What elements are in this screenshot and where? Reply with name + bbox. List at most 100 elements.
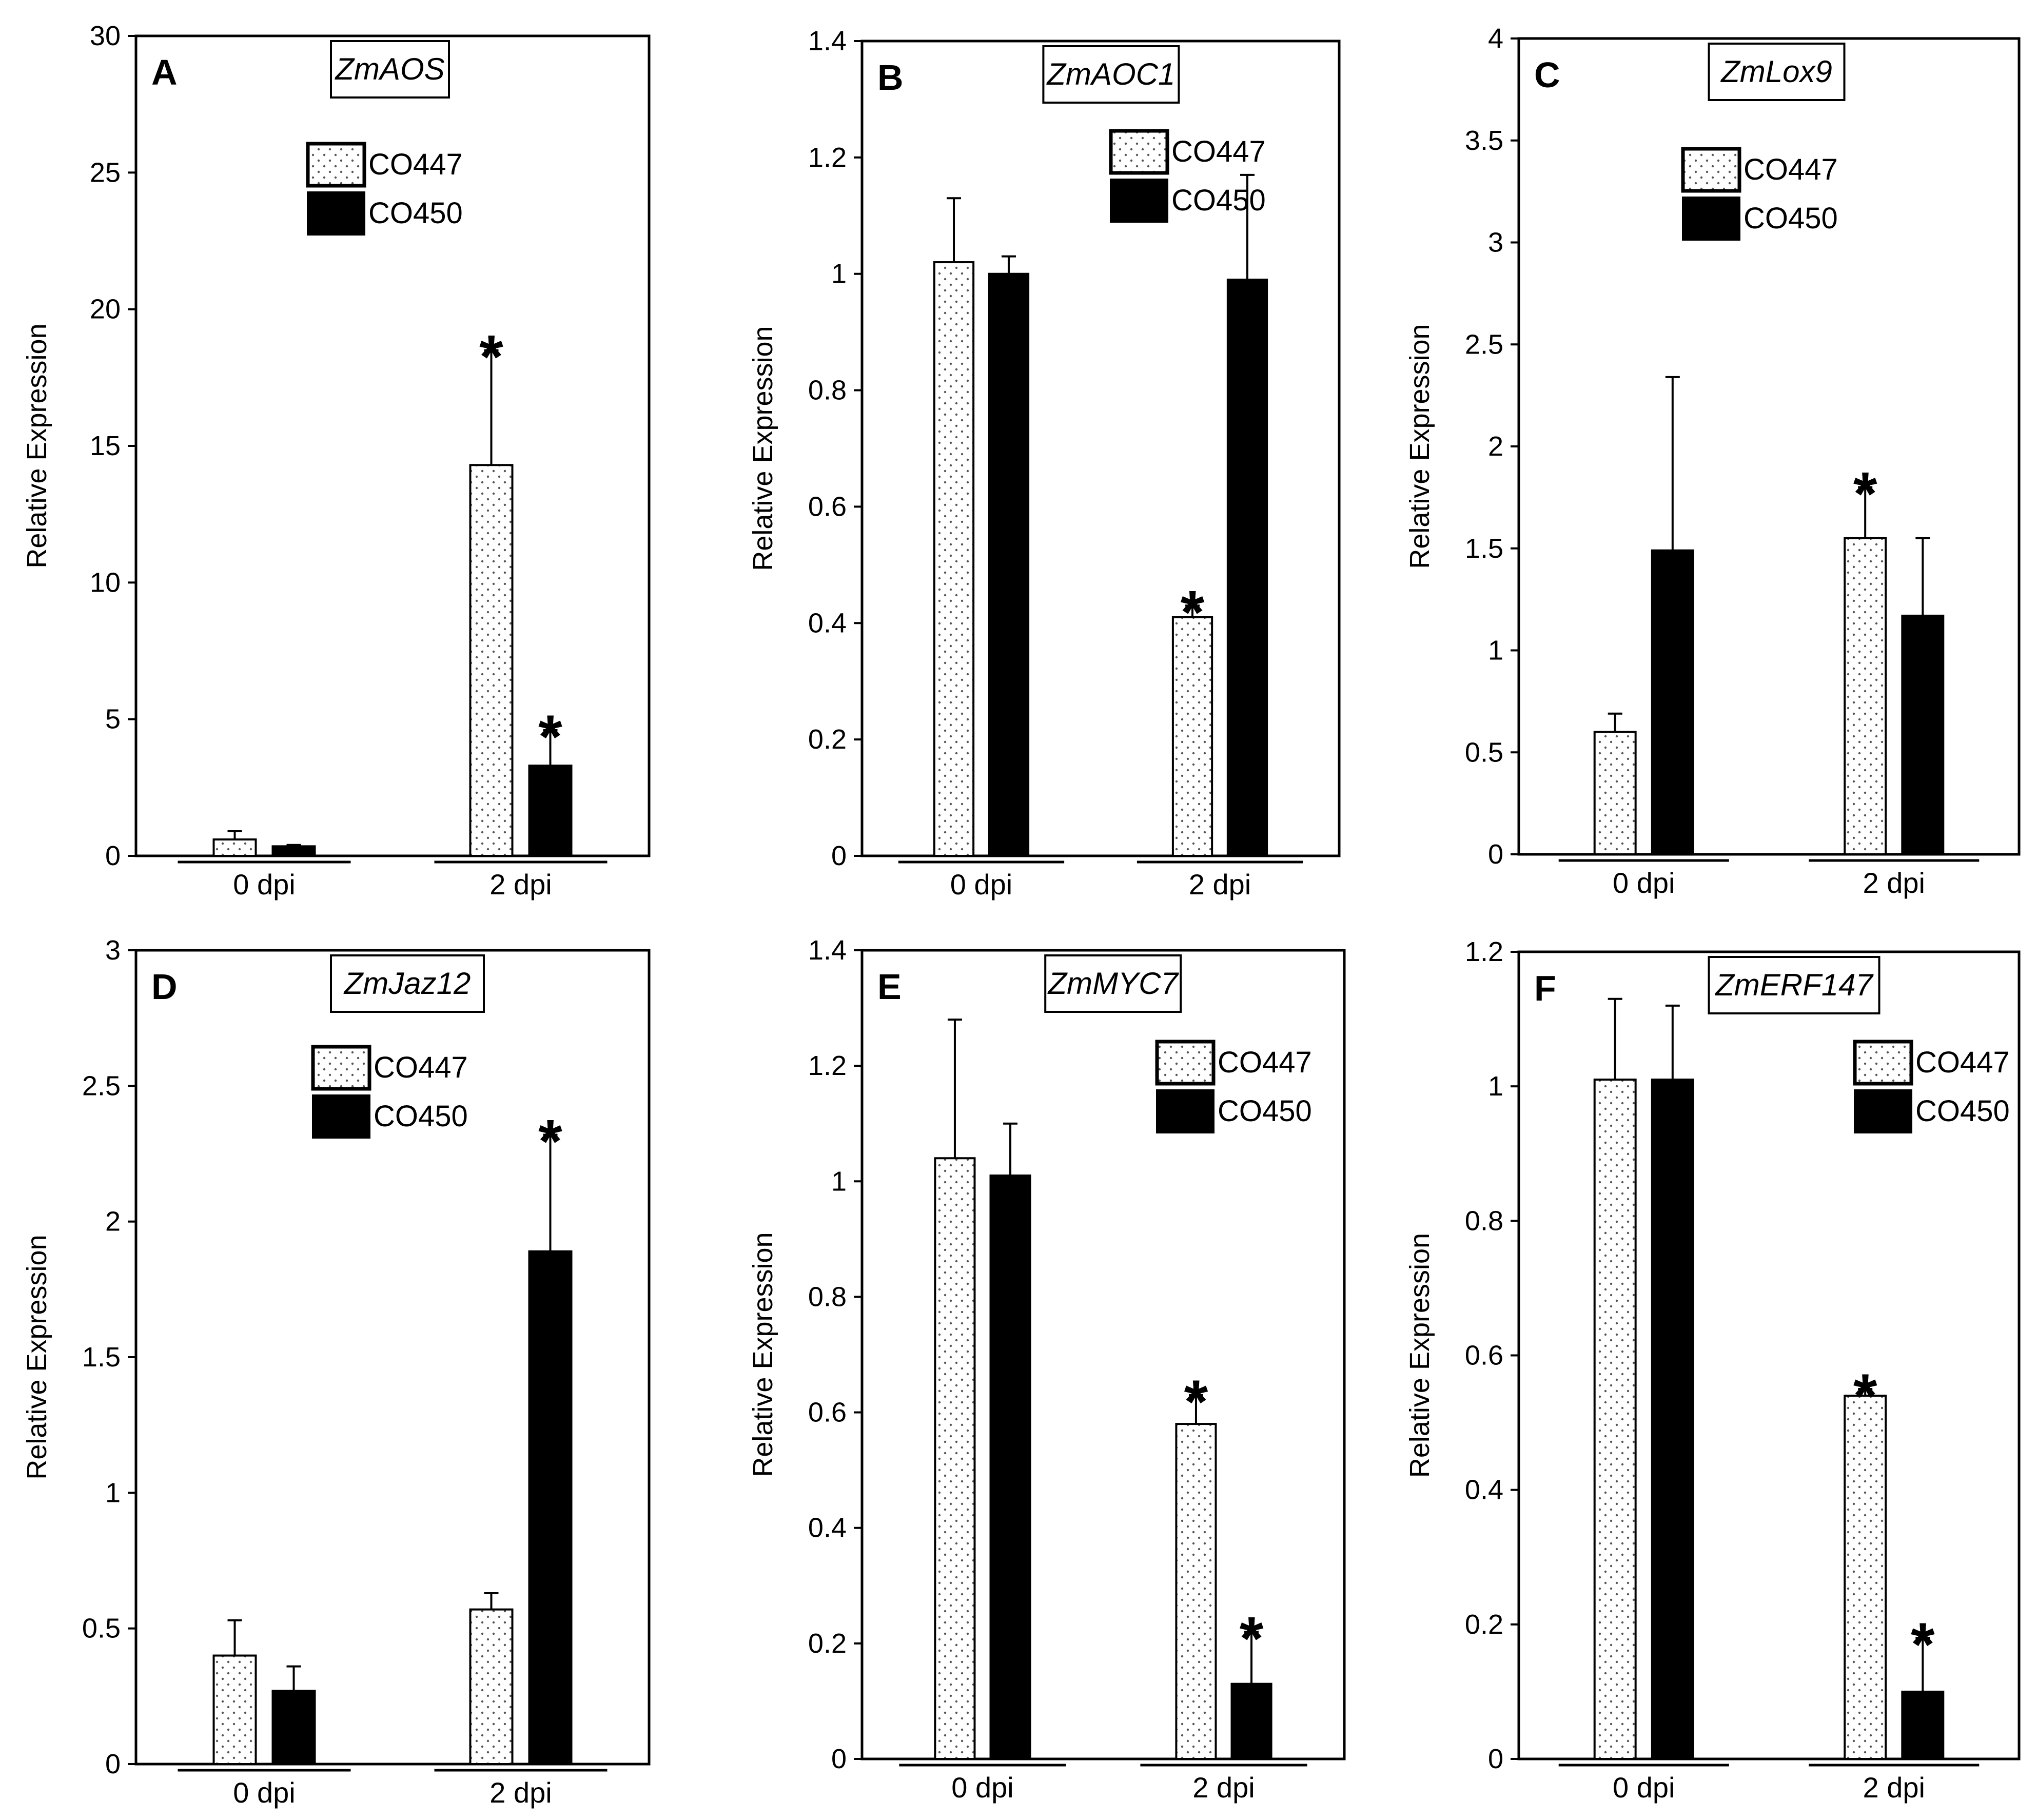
panel-a-significance-star: * bbox=[538, 702, 562, 771]
panel-d-y-tick-label: 1.5 bbox=[82, 1342, 121, 1373]
panel-d-gene-box bbox=[330, 954, 485, 1013]
panel-f-significance-star: * bbox=[1853, 1361, 1877, 1430]
panel-b-y-tick-label: 1.4 bbox=[808, 26, 847, 56]
panel-a-bar-co450-1 bbox=[528, 765, 573, 857]
panel-f-y-tick-label: 0.6 bbox=[1465, 1340, 1503, 1371]
panel-e-legend-label-co450: CO450 bbox=[1218, 1094, 1312, 1128]
panel-f-legend-swatch-co447 bbox=[1853, 1040, 1913, 1086]
panel-c-y-tick-label: 0 bbox=[1488, 839, 1503, 870]
panel-c-y-tick-label: 2 bbox=[1488, 431, 1503, 462]
panel-e-significance-star: * bbox=[1184, 1367, 1208, 1436]
panel-e-bar-co450-1 bbox=[1230, 1682, 1272, 1760]
panel-b-bar-co450-0 bbox=[988, 272, 1030, 857]
panel-b-y-tick-label: 0.2 bbox=[808, 724, 847, 755]
panel-e-y-tick-label: 1 bbox=[831, 1166, 847, 1197]
panel-d-y-tick-label: 0 bbox=[105, 1749, 121, 1779]
panel-c-letter: C bbox=[1534, 55, 1560, 95]
panel-a-y-tick-label: 10 bbox=[90, 567, 121, 598]
panel-e-group-label: 0 dpi bbox=[951, 1771, 1013, 1804]
panel-e-gene-name: ZmMYC7 bbox=[1047, 966, 1180, 1001]
panel-c-y-axis-label: Relative Expression bbox=[1404, 324, 1435, 569]
panel-c-y-tick-label: 4 bbox=[1488, 23, 1503, 54]
panel-c-y-tick-label: 1.5 bbox=[1465, 533, 1503, 564]
panel-c-y-tick-label: 1 bbox=[1488, 635, 1503, 666]
panel-b-gene-name: ZmAOC1 bbox=[1046, 57, 1175, 91]
panel-f-y-tick-label: 0.4 bbox=[1465, 1475, 1503, 1505]
panel-d-y-tick-label: 3 bbox=[105, 935, 121, 966]
panel-c-gene-box bbox=[1708, 43, 1846, 101]
panel-b-legend-swatch-co450 bbox=[1110, 179, 1168, 223]
panel-d-bar-co447-1 bbox=[469, 1608, 514, 1765]
panel-b-legend-label-co450: CO450 bbox=[1171, 184, 1266, 217]
panel-c-gene-name: ZmLox9 bbox=[1720, 54, 1832, 89]
panel-d-y-tick-label: 1 bbox=[105, 1477, 121, 1508]
panel-d-group-label: 2 dpi bbox=[489, 1776, 552, 1809]
panel-a-letter: A bbox=[151, 52, 178, 92]
panel-a-y-tick-label: 0 bbox=[105, 840, 121, 871]
panel-f-group-label: 2 dpi bbox=[1863, 1771, 1925, 1804]
panel-f-bar-co447-1 bbox=[1844, 1395, 1887, 1760]
panel-e-y-tick-label: 1.2 bbox=[808, 1050, 847, 1081]
panel-e-legend-label-co447: CO447 bbox=[1218, 1046, 1312, 1079]
panel-e-legend-swatch-co450 bbox=[1156, 1089, 1215, 1133]
panel-f-y-tick-label: 0 bbox=[1488, 1744, 1503, 1774]
panel-b-bar-co447-1 bbox=[1171, 616, 1213, 857]
panel-b-gene-box bbox=[1042, 45, 1180, 104]
panel-f-bar-co447-0 bbox=[1593, 1079, 1637, 1760]
panel-e-y-tick-label: 0 bbox=[831, 1744, 847, 1774]
panel-a-legend-label-co447: CO447 bbox=[368, 148, 463, 181]
panel-e-plot-frame bbox=[860, 949, 1346, 1760]
panel-d-gene-name: ZmJaz12 bbox=[343, 966, 471, 1001]
panel-a-gene-box bbox=[330, 40, 450, 99]
panel-f-bar-co450-1 bbox=[1901, 1690, 1945, 1760]
panel-a-y-tick-label: 20 bbox=[90, 294, 121, 325]
panel-b-legend-swatch-co447 bbox=[1109, 129, 1169, 175]
panel-d-bar-co447-0 bbox=[212, 1654, 257, 1766]
panel-c-significance-star: * bbox=[1853, 460, 1877, 529]
panel-d-y-tick-label: 2 bbox=[105, 1206, 121, 1237]
panel-e-bar-co447-1 bbox=[1175, 1423, 1217, 1760]
panel-c-y-tick-label: 3.5 bbox=[1465, 125, 1503, 156]
panel-a-y-axis-label: Relative Expression bbox=[22, 323, 52, 568]
panel-b-y-tick-label: 1.2 bbox=[808, 142, 847, 173]
panel-b-group-label: 0 dpi bbox=[950, 868, 1012, 901]
panel-b-y-tick-label: 0.6 bbox=[808, 491, 847, 522]
panel-f-legend-swatch-co450 bbox=[1854, 1089, 1912, 1133]
panel-f-significance-star: * bbox=[1911, 1610, 1935, 1679]
panel-c-y-tick-label: 0.5 bbox=[1465, 737, 1503, 768]
panel-c-legend-swatch-co447 bbox=[1681, 147, 1741, 193]
panel-a-bar-co447-0 bbox=[212, 838, 257, 857]
panel-d-y-axis-label: Relative Expression bbox=[22, 1235, 52, 1479]
panel-f-letter: F bbox=[1534, 968, 1556, 1008]
panel-e-significance-star: * bbox=[1240, 1604, 1264, 1673]
panel-c-bar-co447-1 bbox=[1844, 537, 1887, 855]
panel-c-legend-swatch-co450 bbox=[1682, 197, 1740, 241]
panel-a-bar-co447-1 bbox=[469, 464, 514, 857]
panel-c-y-tick-label: 3 bbox=[1488, 227, 1503, 258]
panel-c-y-tick-label: 2.5 bbox=[1465, 329, 1503, 360]
panel-d-legend-swatch-co447 bbox=[311, 1045, 371, 1091]
panel-b-bar-co450-1 bbox=[1226, 279, 1268, 857]
panel-a-bar-co450-0 bbox=[271, 845, 316, 857]
panel-b-y-axis-label: Relative Expression bbox=[748, 326, 778, 571]
panel-d-legend-label-co447: CO447 bbox=[374, 1051, 468, 1084]
panel-e-letter: E bbox=[877, 967, 902, 1007]
panel-c-bar-co447-0 bbox=[1593, 731, 1637, 855]
panel-f-y-axis-label: Relative Expression bbox=[1404, 1233, 1435, 1478]
panel-e-y-tick-label: 0.8 bbox=[808, 1281, 847, 1312]
panel-a-group-label: 2 dpi bbox=[489, 868, 552, 901]
panel-e-bar-co450-0 bbox=[989, 1175, 1031, 1760]
panel-b-plot-frame bbox=[860, 40, 1341, 857]
panel-e-y-axis-label: Relative Expression bbox=[748, 1232, 778, 1477]
panel-a-legend-swatch-co447 bbox=[306, 142, 366, 188]
panel-b-y-tick-label: 0.8 bbox=[808, 375, 847, 406]
panel-e-y-tick-label: 1.4 bbox=[808, 935, 847, 966]
panel-b-group-label: 2 dpi bbox=[1189, 868, 1251, 901]
panel-a-significance-star: * bbox=[479, 323, 503, 392]
panel-e-y-tick-label: 0.6 bbox=[808, 1397, 847, 1428]
panel-f-group-label: 0 dpi bbox=[1613, 1771, 1675, 1804]
panel-b-y-tick-label: 1 bbox=[831, 259, 847, 289]
panel-a-y-tick-label: 5 bbox=[105, 704, 121, 735]
